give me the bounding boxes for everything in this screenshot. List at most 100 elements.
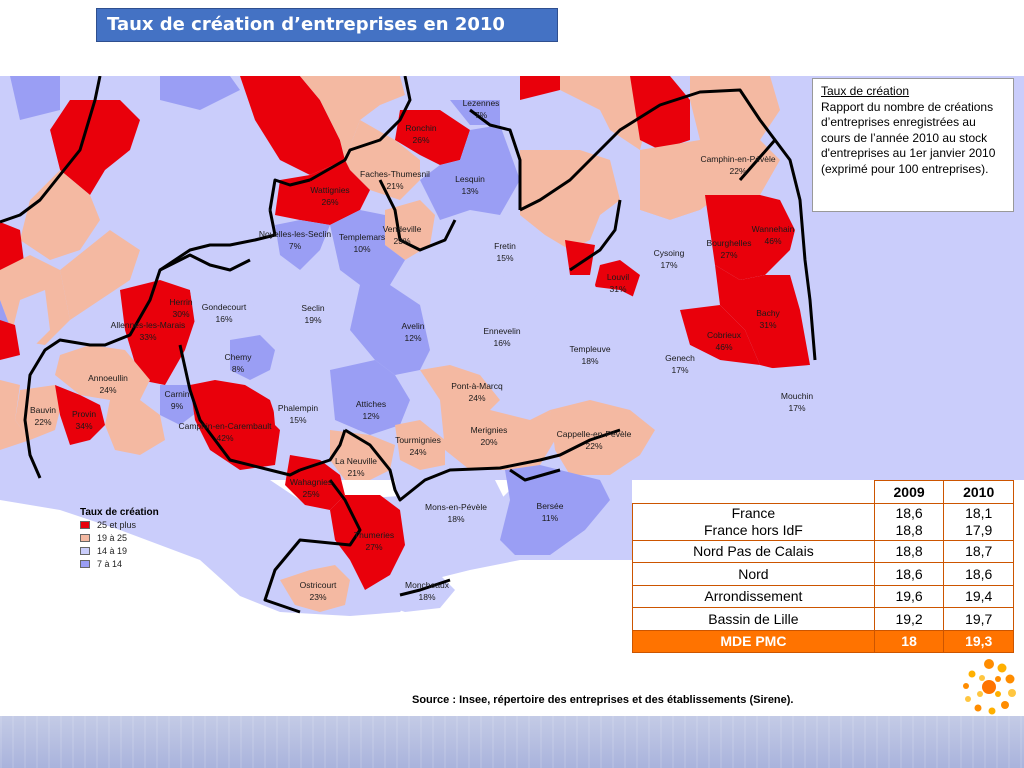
legend-item: 19 à 25 — [80, 531, 230, 544]
commune-name-label: Mons-en-Pévèle — [425, 502, 487, 512]
table-row-label-line: France hors IdF — [703, 521, 803, 538]
commune-area — [60, 230, 140, 320]
table-cell-2009: 18,6 18,8 — [873, 502, 945, 541]
commune-rate-label: 27% — [365, 542, 382, 552]
table-cell-2009: 18,8 — [873, 539, 945, 563]
table-cell-2009: 18 — [873, 629, 945, 653]
commune-name-label: Avelin — [402, 321, 425, 331]
commune-area — [640, 140, 780, 220]
table-row-label-line: France — [731, 504, 776, 521]
commune-rate-label: 16% — [493, 338, 510, 348]
commune-area — [440, 400, 555, 470]
commune-rate-label: 8% — [232, 364, 245, 374]
commune-name-label: Bersée — [537, 501, 564, 511]
commune-area — [520, 90, 610, 150]
table-cell-2010: 19,4 — [943, 584, 1014, 608]
logo-dots — [963, 659, 1016, 715]
commune-area — [190, 290, 260, 340]
legend-item: 25 et plus — [80, 518, 230, 531]
commune-name-label: Faches-Thumesnil — [360, 169, 430, 179]
commune-name-label: Tourmignies — [395, 435, 441, 445]
commune-name-label: Noyelles-les-Seclin — [259, 229, 332, 239]
commune-area — [0, 380, 30, 450]
footer-band — [0, 716, 1024, 768]
commune-area — [275, 160, 370, 225]
commune-name-label: Annoeullin — [88, 373, 128, 383]
commune-area — [520, 150, 620, 250]
commune-rate-label: 15% — [289, 415, 306, 425]
commune-area — [270, 350, 330, 440]
commune-area — [120, 280, 195, 385]
commune-area — [715, 265, 810, 370]
commune-name-label: Bauvin — [30, 405, 56, 415]
commune-area — [105, 400, 165, 455]
commune-name-label: Bourghelles — [707, 238, 752, 248]
table-row: Nord 18,6 18,6 — [632, 562, 1014, 586]
commune-area — [385, 200, 435, 260]
table-row: Arrondissement 19,6 19,4 — [632, 584, 1014, 608]
commune-rate-label: 22% — [585, 441, 602, 451]
commune-rate-label: 12% — [404, 333, 421, 343]
commune-rate-label: 24% — [99, 385, 116, 395]
commune-rate-label: 7% — [289, 241, 302, 251]
commune-area — [20, 170, 100, 260]
definition-box: Taux de création Rapport du nombre de cr… — [812, 78, 1014, 212]
legend-label: 19 à 25 — [97, 532, 128, 543]
commune-rate-label: 46% — [764, 236, 781, 246]
commune-name-label: Ronchin — [405, 123, 436, 133]
table-cell-2010: 19,3 — [943, 629, 1014, 653]
commune-area — [55, 385, 105, 445]
commune-rate-label: 34% — [75, 421, 92, 431]
commune-name-label: Wannehain — [752, 224, 795, 234]
legend-swatch — [80, 520, 90, 529]
table-cell-2010: 18,1 17,9 — [943, 502, 1014, 541]
commune-area — [395, 110, 470, 165]
table-row-highlight: MDE PMC 18 19,3 — [632, 629, 1014, 653]
table-row-label: Nord — [632, 562, 875, 586]
commune-rate-label: 33% — [139, 332, 156, 342]
commune-area — [190, 380, 280, 470]
commune-rate-label: 21% — [347, 468, 364, 478]
commune-rate-label: 10% — [353, 244, 370, 254]
commune-rate-label: 42% — [216, 433, 233, 443]
map-legend: Taux de création 25 et plus 19 à 25 14 à… — [80, 507, 230, 587]
commune-area — [420, 365, 500, 410]
commune-area — [565, 240, 595, 275]
commune-rate-label: 15% — [496, 253, 513, 263]
table-header-2010: 2010 — [943, 480, 1014, 504]
commune-area — [345, 120, 420, 200]
commune-name-label: Carnin — [164, 389, 189, 399]
legend-label: 14 à 19 — [97, 545, 128, 556]
commune-area — [280, 565, 350, 612]
table-cell-2010: 19,7 — [943, 607, 1014, 631]
logo-graphic — [963, 659, 1016, 715]
commune-name-label: Louvil — [607, 272, 629, 282]
commune-area — [0, 320, 20, 360]
commune-rate-label: 17% — [788, 403, 805, 413]
commune-rate-label: 25% — [302, 489, 319, 499]
table-row-label: Bassin de Lille — [632, 607, 875, 631]
commune-rate-label: 22% — [729, 166, 746, 176]
commune-name-label: Wattignies — [310, 185, 349, 195]
commune-rate-label: 31% — [609, 284, 626, 294]
commune-name-label: Wahagnies — [290, 477, 332, 487]
table-cell-2009: 19,6 — [873, 584, 945, 608]
table-cell-line: 18,1 — [965, 504, 993, 521]
commune-area — [0, 222, 25, 270]
commune-name-label: Templeuve — [569, 344, 610, 354]
commune-rate-label: 26% — [321, 197, 338, 207]
commune-name-label: Ostricourt — [300, 580, 337, 590]
commune-area — [705, 195, 795, 280]
commune-rate-label: 17% — [671, 365, 688, 375]
commune-name-label: Mouchin — [781, 391, 813, 401]
commune-area — [240, 76, 345, 175]
table-header-2009: 2009 — [873, 480, 945, 504]
table-row-label: France France hors IdF — [632, 502, 875, 541]
table-row-label: Arrondissement — [632, 584, 875, 608]
commune-area — [330, 495, 405, 590]
legend-item: 7 à 14 — [80, 557, 230, 570]
commune-rate-label: 22% — [34, 417, 51, 427]
commune-rate-label: 16% — [215, 314, 232, 324]
source-note: Source : Insee, répertoire des entrepris… — [412, 694, 794, 706]
